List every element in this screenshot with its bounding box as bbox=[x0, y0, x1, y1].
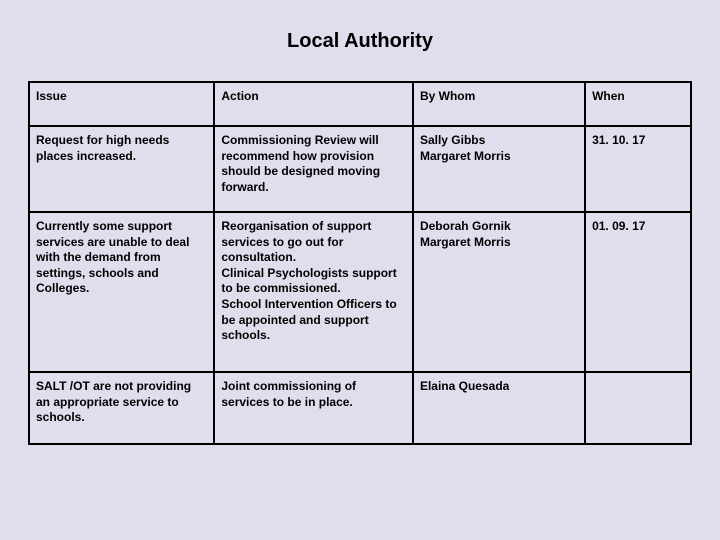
table-row: Currently some support services are unab… bbox=[29, 212, 691, 372]
action-table: Issue Action By Whom When Request for hi… bbox=[28, 81, 692, 445]
cell-issue: Currently some support services are unab… bbox=[29, 212, 214, 372]
cell-when: 01. 09. 17 bbox=[585, 212, 691, 372]
cell-action: Commissioning Review will recommend how … bbox=[214, 126, 413, 212]
col-header-issue: Issue bbox=[29, 82, 214, 126]
cell-issue: Request for high needs places increased. bbox=[29, 126, 214, 212]
col-header-when: When bbox=[585, 82, 691, 126]
table-row: SALT /OT are not providing an appropriat… bbox=[29, 372, 691, 444]
cell-bywhom: Deborah GornikMargaret Morris bbox=[413, 212, 585, 372]
cell-action: Joint commissioning of services to be in… bbox=[214, 372, 413, 444]
cell-bywhom: Sally GibbsMargaret Morris bbox=[413, 126, 585, 212]
cell-issue: SALT /OT are not providing an appropriat… bbox=[29, 372, 214, 444]
col-header-action: Action bbox=[214, 82, 413, 126]
cell-action: Reorganisation of support services to go… bbox=[214, 212, 413, 372]
cell-bywhom: Elaina Quesada bbox=[413, 372, 585, 444]
cell-when bbox=[585, 372, 691, 444]
table-row: Request for high needs places increased.… bbox=[29, 126, 691, 212]
table-header-row: Issue Action By Whom When bbox=[29, 82, 691, 126]
col-header-bywhom: By Whom bbox=[413, 82, 585, 126]
page: Local Authority Issue Action By Whom Whe… bbox=[0, 0, 720, 540]
cell-when: 31. 10. 17 bbox=[585, 126, 691, 212]
page-title: Local Authority bbox=[28, 30, 692, 53]
